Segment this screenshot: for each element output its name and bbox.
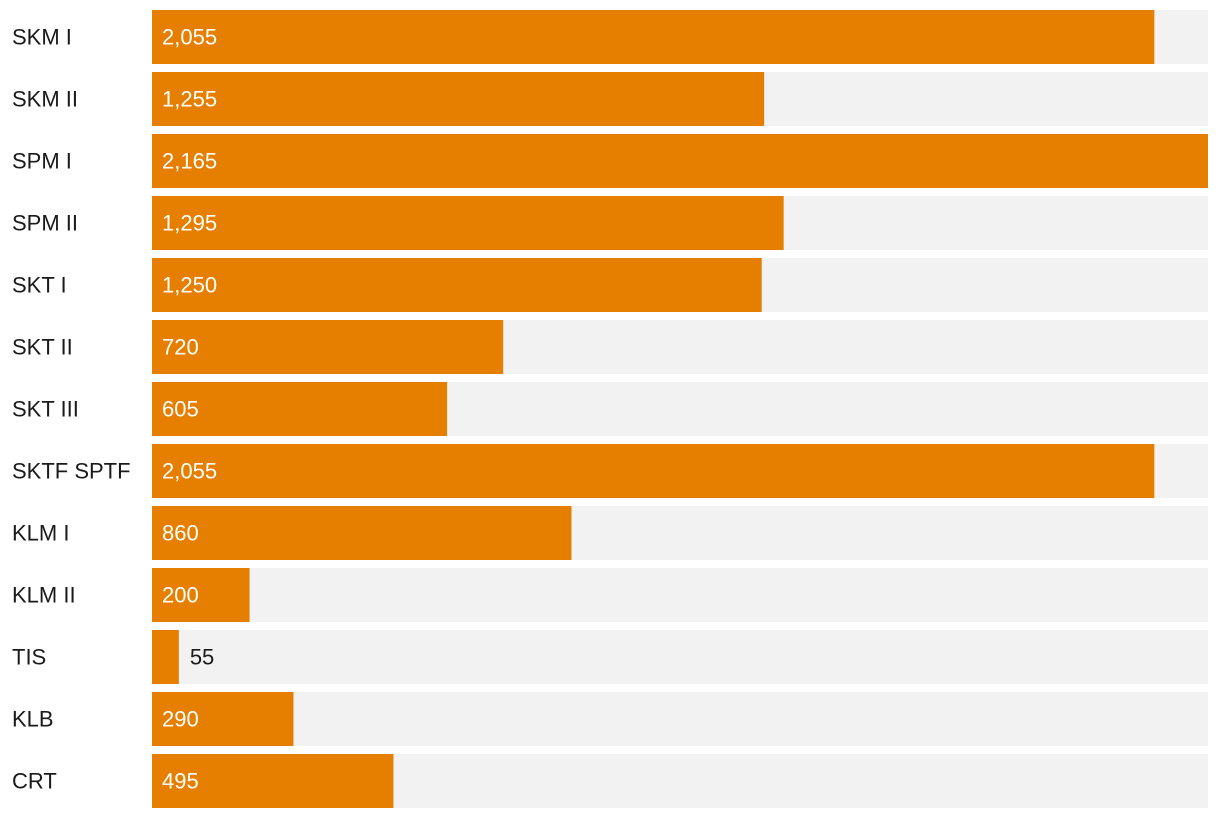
value-label: 2,165 (162, 149, 217, 174)
bar (152, 320, 504, 374)
value-label: 1,295 (162, 211, 217, 236)
category-label: SKT I (12, 273, 67, 298)
category-label: SPM II (12, 211, 78, 236)
category-label: SKM II (12, 87, 78, 112)
bar (152, 196, 784, 250)
category-label: TIS (12, 645, 46, 670)
value-label: 290 (162, 707, 199, 732)
value-label: 2,055 (162, 25, 217, 50)
bar (152, 382, 448, 436)
bar-row: SPM I 2,165 (12, 134, 1208, 188)
bar (152, 72, 765, 126)
bar (152, 134, 1208, 188)
bar-row: SKT III 605 (12, 382, 1208, 436)
category-label: SPM I (12, 149, 72, 174)
category-label: SKT III (12, 397, 79, 422)
bar (152, 630, 179, 684)
bar-track (152, 692, 1208, 746)
value-label: 860 (162, 521, 199, 546)
bar-row: CRT 495 (12, 754, 1208, 808)
bar-track (152, 568, 1208, 622)
chart-rows: SKM I 2,055 SKM II 1,255 SPM I 2,165 SPM II 1,2… (12, 10, 1208, 808)
category-label: KLB (12, 707, 54, 732)
bar (152, 258, 762, 312)
bar (152, 10, 1155, 64)
category-label: KLM I (12, 521, 69, 546)
category-label: SKM I (12, 25, 72, 50)
bar-row: SPM II 1,295 (12, 196, 1208, 250)
value-label: 720 (162, 335, 199, 360)
value-label: 2,055 (162, 459, 217, 484)
bar-row: SKM II 1,255 (12, 72, 1208, 126)
bar-track (152, 630, 1208, 684)
category-label: SKT II (12, 335, 73, 360)
bar-row: SKTF SPTF 2,055 (12, 444, 1208, 498)
bar (152, 506, 572, 560)
bar-row: KLB 290 (12, 692, 1208, 746)
value-label: 605 (162, 397, 199, 422)
bar-row: SKM I 2,055 (12, 10, 1208, 64)
value-label: 55 (190, 645, 214, 670)
bar (152, 692, 294, 746)
bar-row: KLM I 860 (12, 506, 1208, 560)
value-label: 495 (162, 769, 199, 794)
value-label: 1,250 (162, 273, 217, 298)
bar (152, 568, 250, 622)
category-label: KLM II (12, 583, 76, 608)
value-label: 200 (162, 583, 199, 608)
bar-row: SKT I 1,250 (12, 258, 1208, 312)
bar-row: SKT II 720 (12, 320, 1208, 374)
bar (152, 444, 1155, 498)
bar-row: TIS 55 (12, 630, 1208, 684)
category-label: CRT (12, 769, 57, 794)
bar-row: KLM II 200 (12, 568, 1208, 622)
bar (152, 754, 394, 808)
category-label: SKTF SPTF (12, 459, 131, 484)
value-label: 1,255 (162, 87, 217, 112)
